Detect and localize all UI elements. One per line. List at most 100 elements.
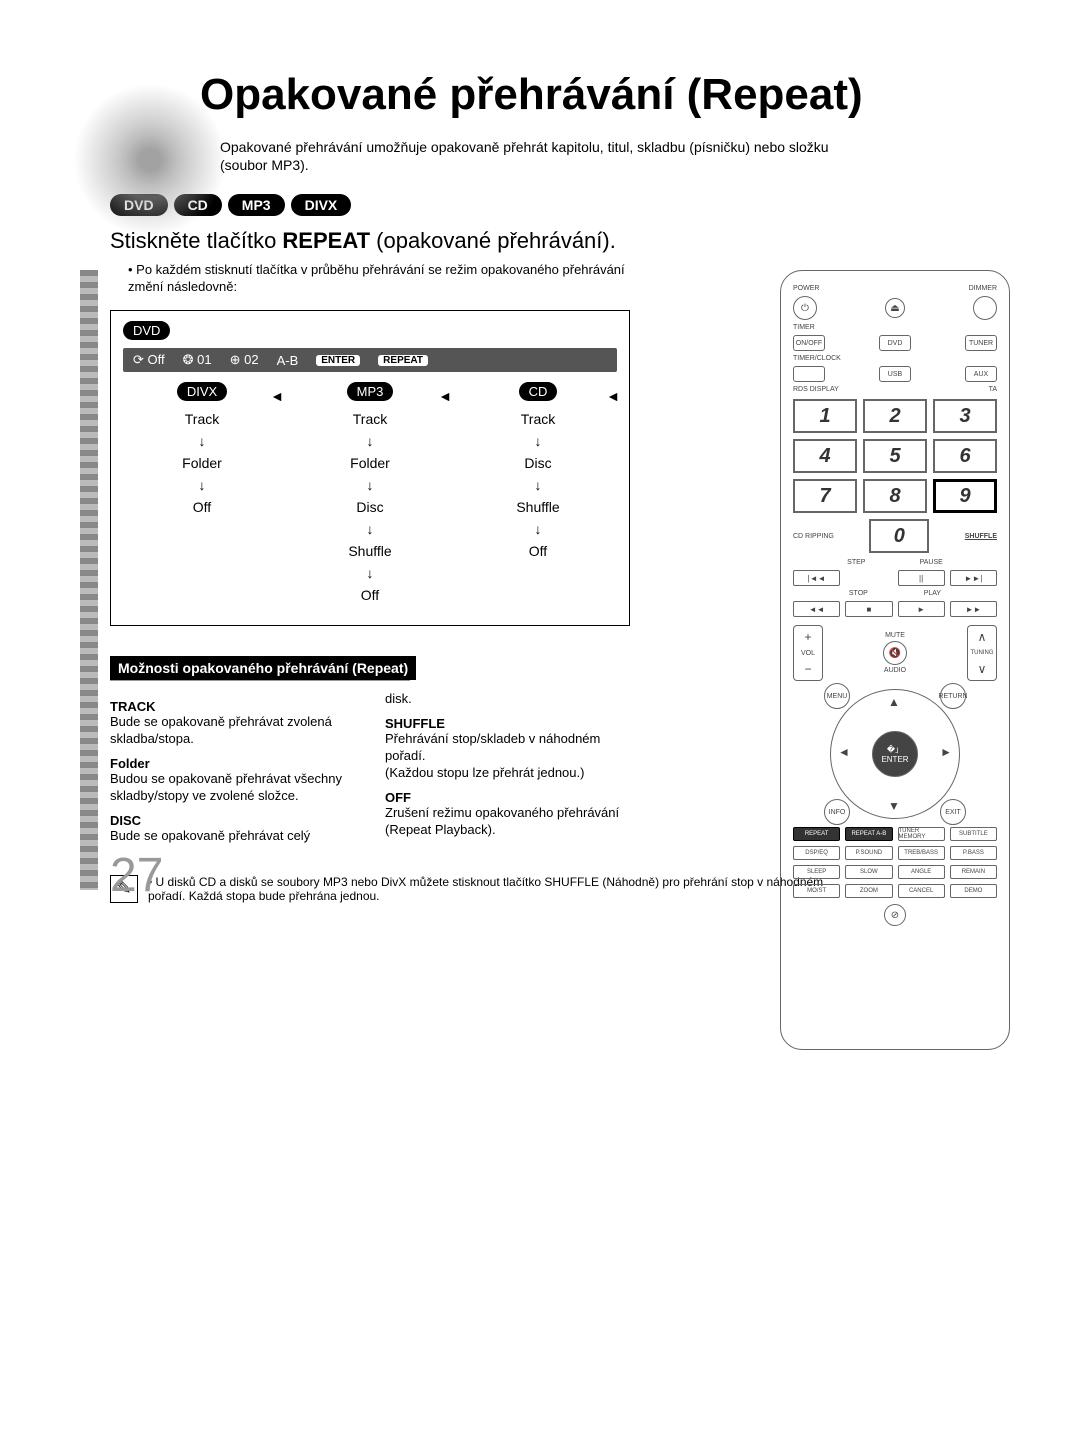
opt-off-p: Zrušení režimu opakovaného přehrávání (R… — [385, 805, 630, 839]
next-button[interactable]: ►►| — [950, 570, 997, 586]
exit-button[interactable]: EXIT — [940, 799, 966, 825]
nav-right[interactable]: ► — [940, 745, 952, 759]
eject-button[interactable]: ⏏ — [885, 298, 905, 318]
trebbass-button[interactable]: TREB/BASS — [898, 846, 945, 860]
divx-off: Off — [123, 499, 281, 515]
num-1[interactable]: 1 — [793, 399, 857, 433]
aux-button[interactable]: AUX — [965, 366, 997, 382]
rewind-button[interactable]: ◄◄ — [793, 601, 840, 617]
dvd-button[interactable]: DVD — [879, 335, 911, 351]
mp3-shuffle: Shuffle — [291, 543, 449, 559]
arrow-down-icon: ↓ — [459, 477, 617, 493]
play-button[interactable]: ► — [898, 601, 945, 617]
decorative-speaker — [60, 70, 240, 250]
pill-cd-head: CD — [519, 382, 558, 401]
arrow-down-icon: ↓ — [291, 433, 449, 449]
subtitle-post: (opakované přehrávání). — [370, 228, 616, 253]
slow-button[interactable]: SLOW — [845, 865, 892, 879]
pill-divx: DIVX — [291, 194, 352, 216]
return-button[interactable]: RETURN — [940, 683, 966, 709]
opt-disc-p2: disk. — [385, 691, 630, 708]
pill-mp3: MP3 — [228, 194, 285, 216]
arrow-down-icon: ↓ — [123, 433, 281, 449]
num-6[interactable]: 6 — [933, 439, 997, 473]
remote-cdrip-label: CD RIPPING — [793, 533, 834, 540]
num-5[interactable]: 5 — [863, 439, 927, 473]
usb-button[interactable]: USB — [879, 366, 911, 382]
osd-01: 01 — [197, 352, 211, 367]
repeat-button[interactable]: REPEAT — [793, 827, 840, 841]
dspeq-button[interactable]: DSP/EQ — [793, 846, 840, 860]
num-2[interactable]: 2 — [863, 399, 927, 433]
num-0[interactable]: 0 — [869, 519, 929, 553]
zoom-button[interactable]: ZOOM — [845, 884, 892, 898]
remote-timerclock-label: TIMER/CLOCK — [793, 355, 997, 362]
stop-button[interactable]: ■ — [845, 601, 892, 617]
opt-track-h: TRACK — [110, 699, 355, 714]
tuning-rocker[interactable]: ∧TUNING∨ — [967, 625, 997, 681]
num-4[interactable]: 4 — [793, 439, 857, 473]
most-button[interactable]: MO/ST — [793, 884, 840, 898]
opt-track-p: Bude se opakovaně přehrávat zvolená skla… — [110, 714, 355, 748]
remote-pause-label: PAUSE — [920, 559, 943, 566]
sleep-button[interactable]: SLEEP — [793, 865, 840, 879]
psound-button[interactable]: P.SOUND — [845, 846, 892, 860]
note-text: • U disků CD a disků se soubory MP3 nebo… — [148, 875, 830, 903]
forward-button[interactable]: ►► — [950, 601, 997, 617]
options-heading: Možnosti opakovaného přehrávání (Repeat) — [110, 656, 416, 680]
volume-rocker[interactable]: +VOL− — [793, 625, 823, 681]
num-7[interactable]: 7 — [793, 479, 857, 513]
divx-folder: Folder — [123, 455, 281, 471]
tuner-memory-button[interactable]: TUNER MEMORY — [898, 827, 945, 841]
options-rule — [110, 680, 410, 681]
opt-shuffle-h: SHUFFLE — [385, 716, 630, 731]
onoff-button[interactable]: ON/OFF — [793, 335, 825, 351]
pbass-button[interactable]: P.BASS — [950, 846, 997, 860]
num-3[interactable]: 3 — [933, 399, 997, 433]
loop-arrow-icon: ◄ — [605, 388, 621, 404]
power-button[interactable]: ⏻ — [793, 296, 817, 320]
format-pill-row: DVD CD MP3 DIVX — [110, 194, 1020, 216]
divx-track: Track — [123, 411, 281, 427]
remain-button[interactable]: REMAIN — [950, 865, 997, 879]
mute-button[interactable]: 🔇 — [883, 641, 907, 665]
remote-play-label: PLAY — [924, 590, 941, 597]
angle-button[interactable]: ANGLE — [898, 865, 945, 879]
arrow-down-icon: ↓ — [291, 565, 449, 581]
cancel-button[interactable]: CANCEL — [898, 884, 945, 898]
arrow-down-icon: ↓ — [459, 521, 617, 537]
prev-button[interactable]: |◄◄ — [793, 570, 840, 586]
vol-label: VOL — [801, 650, 815, 657]
loop-arrow-icon: ◄ — [437, 388, 453, 404]
pill-divx-head: DIVX — [177, 382, 227, 401]
nav-down[interactable]: ▼ — [888, 799, 900, 813]
timerclock-button[interactable] — [793, 366, 825, 382]
repeat-ab-button[interactable]: REPEAT A-B — [845, 827, 892, 841]
demo-button[interactable]: DEMO — [950, 884, 997, 898]
bottom-circle-button[interactable]: ⊘ — [884, 904, 906, 926]
menu-button[interactable]: MENU — [824, 683, 850, 709]
footnote: ✎ • U disků CD a disků se soubory MP3 ne… — [110, 875, 830, 903]
subtitle-button[interactable]: SUBTITLE — [950, 827, 997, 841]
subtitle-bold: REPEAT — [282, 228, 370, 253]
osd-bar: ⟳ Off ❂ 01 ⊕ 02 A-B ENTER REPEAT — [123, 348, 617, 372]
nav-left[interactable]: ◄ — [838, 745, 850, 759]
tuner-button[interactable]: TUNER — [965, 335, 997, 351]
opt-folder-h: Folder — [110, 756, 355, 771]
nav-up[interactable]: ▲ — [888, 695, 900, 709]
cd-track: Track — [459, 411, 617, 427]
info-button[interactable]: INFO — [824, 799, 850, 825]
num-9-shuffle[interactable]: 9 — [933, 479, 997, 513]
enter-button[interactable]: �」ENTER — [872, 731, 918, 777]
pill-mp3-head: MP3 — [347, 382, 394, 401]
remote-shuffle-label: SHUFFLE — [965, 533, 997, 540]
opt-disc-p1: Bude se opakovaně přehrávat celý — [110, 828, 355, 845]
mp3-track: Track — [291, 411, 449, 427]
arrow-down-icon: ↓ — [459, 433, 617, 449]
tuning-label: TUNING — [971, 650, 994, 656]
pause-button[interactable]: || — [898, 570, 945, 586]
repeat-options: TRACK Bude se opakovaně přehrávat zvolen… — [110, 691, 630, 850]
dimmer-button[interactable] — [973, 296, 997, 320]
num-8[interactable]: 8 — [863, 479, 927, 513]
osd-ab: A-B — [277, 353, 299, 368]
